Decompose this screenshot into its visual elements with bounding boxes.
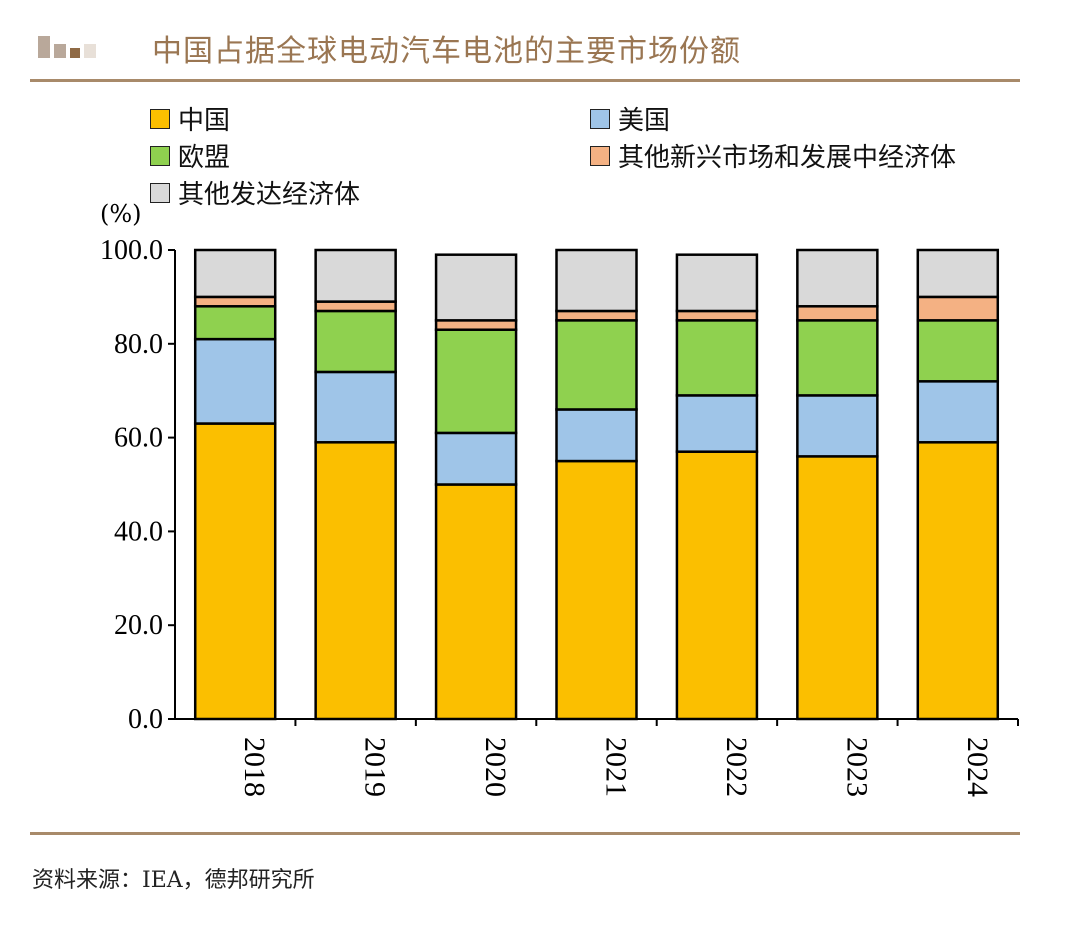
legend-item-other-developed: 其他发达经济体 [150, 174, 360, 211]
legend-item-eu: 欧盟 [150, 137, 230, 174]
legend-item-usa: 美国 [590, 100, 670, 137]
bar-segment-2 [675, 319, 759, 397]
bar-segment-4 [434, 253, 518, 322]
y-tick-label: 60.0 [114, 423, 163, 454]
bar-segment-0 [796, 455, 879, 721]
bar-segment-0 [314, 441, 397, 721]
bar-segment-0 [434, 483, 518, 721]
bar-segment-0 [916, 441, 1000, 721]
bar-segment-3 [434, 319, 518, 331]
y-tick-label: 80.0 [114, 329, 163, 360]
legend-item-china: 中国 [150, 100, 230, 137]
bar-segment-4 [796, 248, 879, 308]
bar-segment-1 [555, 408, 638, 463]
bar-segment-2 [916, 319, 1000, 383]
x-tick-label: 2022 [720, 737, 753, 797]
bar-segment-2 [796, 319, 879, 397]
y-tick-label: 0.0 [128, 704, 163, 735]
bar-segment-0 [193, 422, 277, 721]
bar-segment-3 [796, 305, 879, 322]
bar-segment-0 [675, 450, 759, 721]
bar-segment-1 [675, 394, 759, 453]
x-tick-label: 2024 [961, 737, 994, 797]
legend-item-emerging: 其他新兴市场和发展中经济体 [590, 137, 956, 174]
chart-title: 中国占据全球电动汽车电池的主要市场份额 [152, 34, 741, 69]
x-tick-label: 2020 [479, 737, 512, 797]
x-tick-label: 2023 [840, 737, 873, 797]
top-divider [30, 79, 1020, 82]
bar-segment-1 [314, 370, 397, 444]
logo [38, 36, 96, 58]
bar-segment-3 [916, 295, 1000, 322]
bar-segment-4 [555, 248, 638, 313]
y-tick-label: 100.0 [100, 235, 163, 266]
x-tick-label: 2019 [359, 737, 392, 797]
bar-segment-3 [193, 295, 277, 308]
bar-segment-0 [555, 459, 638, 721]
bar-segment-2 [555, 319, 638, 411]
bar-segment-3 [314, 300, 397, 313]
x-tick-label: 2018 [238, 737, 271, 797]
x-tick-label: 2021 [600, 737, 633, 797]
bar-segment-4 [916, 248, 1000, 299]
bar-segment-2 [193, 305, 277, 341]
bar-segment-1 [193, 337, 277, 425]
bottom-divider [30, 832, 1020, 835]
bar-segment-4 [314, 248, 397, 303]
bar-segment-1 [434, 431, 518, 486]
y-tick-label: 20.0 [114, 610, 163, 641]
bar-segment-3 [555, 309, 638, 322]
bar-segment-3 [675, 309, 759, 322]
y-axis-unit: (%) [100, 200, 142, 228]
y-tick-label: 40.0 [114, 516, 163, 547]
bar-segment-2 [314, 309, 397, 374]
bar-segment-2 [434, 328, 518, 435]
bar-segment-1 [796, 394, 879, 458]
source-note: 资料来源：IEA，德邦研究所 [32, 868, 315, 893]
bar-segment-4 [675, 253, 759, 313]
bar-segment-1 [916, 380, 1000, 444]
bar-segment-4 [193, 248, 277, 299]
